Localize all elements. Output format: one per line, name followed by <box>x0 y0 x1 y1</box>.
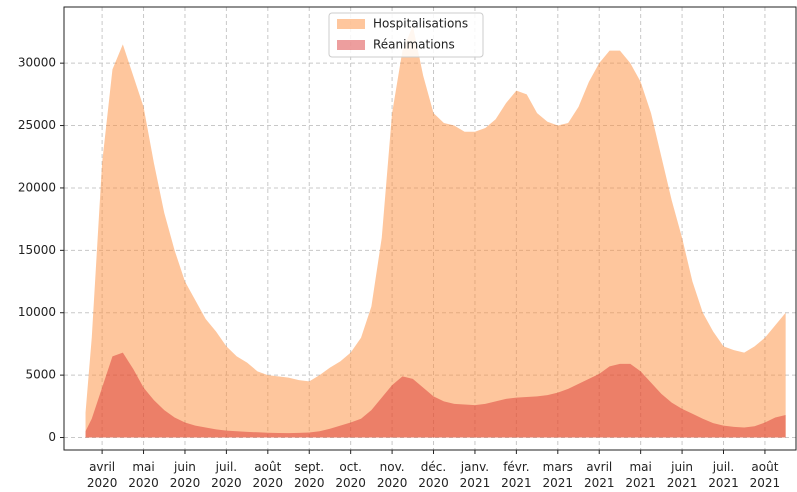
x-tick-label-line: nov. <box>380 460 405 474</box>
x-tick-label: mai 2020 <box>128 460 159 490</box>
legend-swatch <box>337 19 365 29</box>
y-tick-label: 15000 <box>18 243 56 257</box>
y-tick-label: 25000 <box>18 118 56 132</box>
x-tick-label-line: juin <box>173 460 196 474</box>
legend-swatch <box>337 40 365 50</box>
x-tick-label-line: avril <box>586 460 612 474</box>
x-tick-label-line: mai <box>629 460 651 474</box>
x-tick-label-line: janv. <box>460 460 489 474</box>
x-tick-label-line: 2020 <box>253 476 284 490</box>
x-tick-label: mai 2021 <box>625 460 656 490</box>
x-tick-label: juin 2020 <box>170 460 201 490</box>
x-tick-label-line: 2021 <box>501 476 532 490</box>
x-tick-label-line: 2021 <box>750 476 781 490</box>
y-tick-label: 5000 <box>25 368 56 382</box>
x-tick-label-line: oct. <box>339 460 361 474</box>
x-tick-label: févr. 2021 <box>501 460 532 490</box>
x-tick-label: avril 2020 <box>87 460 118 490</box>
y-tick-label: 20000 <box>18 180 56 194</box>
x-tick-label-line: juil. <box>215 460 237 474</box>
x-tick-label-line: mars <box>543 460 573 474</box>
x-tick-label: déc. 2020 <box>418 460 449 490</box>
x-tick-label-line: févr. <box>503 460 529 474</box>
x-tick-label-line: juil. <box>712 460 734 474</box>
x-tick-label-line: août <box>751 460 778 474</box>
x-tick-label-line: 2020 <box>418 476 449 490</box>
x-tick-label-line: sept. <box>294 460 324 474</box>
x-tick-label: juil. 2020 <box>211 460 242 490</box>
x-tick-label: nov. 2020 <box>377 460 408 490</box>
x-tick-label-line: 2020 <box>335 476 366 490</box>
x-tick-label-line: 2021 <box>708 476 739 490</box>
x-tick-label: mars 2021 <box>543 460 574 490</box>
area <box>85 352 786 438</box>
x-tick-label: sept. 2020 <box>294 460 325 490</box>
x-tick-label: juin 2021 <box>667 460 698 490</box>
x-tick-label-line: 2021 <box>460 476 491 490</box>
x-tick-label-line: 2020 <box>377 476 408 490</box>
x-tick-label-line: 2020 <box>87 476 118 490</box>
x-tick-label: janv. 2021 <box>460 460 491 490</box>
y-tick-label: 30000 <box>18 56 56 70</box>
x-tick-label-line: 2020 <box>170 476 201 490</box>
x-tick-label-line: août <box>254 460 281 474</box>
x-tick-label-line: déc. <box>421 460 446 474</box>
x-tick-label-line: 2021 <box>584 476 615 490</box>
x-tick-label-line: mai <box>132 460 154 474</box>
x-tick-label: avril 2021 <box>584 460 615 490</box>
x-tick-label-line: 2021 <box>625 476 656 490</box>
x-tick-label-line: juin <box>670 460 693 474</box>
legend-box <box>328 12 484 58</box>
plot-frame <box>63 6 797 451</box>
area <box>85 25 786 438</box>
x-tick-label: août 2021 <box>750 460 781 490</box>
x-tick-label: août 2020 <box>253 460 284 490</box>
x-tick-label-line: 2020 <box>294 476 325 490</box>
x-tick-label-line: 2020 <box>211 476 242 490</box>
y-tick-label: 10000 <box>18 305 56 319</box>
x-tick-label-line: 2020 <box>128 476 159 490</box>
x-tick-label: juil. 2021 <box>708 460 739 490</box>
x-tick-label: oct. 2020 <box>335 460 366 490</box>
legend-label: Réanimations <box>373 38 455 52</box>
x-tick-label-line: 2021 <box>667 476 698 490</box>
x-tick-label-line: 2021 <box>543 476 574 490</box>
y-tick-label: 0 <box>48 430 56 444</box>
x-tick-label-line: avril <box>89 460 115 474</box>
legend-label: Hospitalisations <box>373 17 468 31</box>
